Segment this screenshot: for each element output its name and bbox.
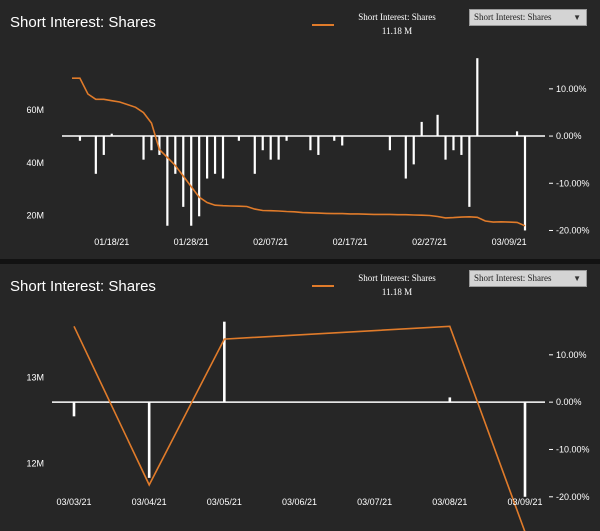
legend-series-value: 11.18 M: [381, 287, 413, 297]
change-bar: [452, 136, 455, 151]
change-bar: [237, 136, 240, 141]
y-right-tick-label: 0.00%: [556, 397, 582, 407]
change-bar: [72, 402, 76, 417]
change-bar: [285, 136, 288, 141]
y-right-tick-label: -20.00%: [556, 492, 590, 502]
series-select-dropdown[interactable]: Short Interest: Shares ▼: [469, 9, 587, 26]
change-bar: [515, 131, 519, 137]
change-bar: [420, 121, 423, 137]
change-bar: [277, 136, 280, 160]
y-left-tick-label: 60M: [26, 105, 44, 115]
change-bar: [412, 136, 415, 165]
x-tick-label: 03/05/21: [207, 497, 242, 507]
change-bar: [94, 136, 97, 174]
short-interest-chart-top: 20M 40M 60M 10.00% 0.00% -10.00% -20.00% 01/18/…: [26, 58, 590, 247]
change-bar: [166, 136, 169, 226]
short-interest-panel-bottom: Short Interest: Shares Short Interest: S…: [0, 264, 600, 531]
y-right-tick-label: -20.00%: [556, 225, 590, 235]
y-right-tick-label: 10.00%: [556, 84, 587, 94]
change-bar: [448, 397, 452, 403]
x-tick-label: 02/17/21: [333, 237, 368, 247]
y-right-tick-label: 0.00%: [556, 131, 582, 141]
change-bar: [213, 136, 217, 174]
dropdown-selected-value: Short Interest: Shares: [474, 273, 552, 283]
change-bar: [206, 136, 209, 179]
change-bar: [317, 136, 320, 155]
short-interest-line: [73, 325, 526, 531]
change-bar: [404, 136, 407, 179]
x-tick-label: 03/08/21: [432, 497, 467, 507]
y-right-tick-label: 10.00%: [556, 350, 587, 360]
legend-series-name: Short Interest: Shares: [358, 12, 436, 22]
caret-down-icon: ▼: [573, 274, 581, 283]
change-bar: [261, 136, 264, 151]
change-bar: [190, 136, 193, 226]
change-bar: [341, 136, 344, 146]
short-interest-chart-bottom: 12M 13M 10.00% 0.00% -10.00% -20.00% 03/03/21 0…: [26, 321, 590, 531]
y-left-tick-label: 13M: [26, 373, 44, 383]
caret-down-icon: ▼: [573, 13, 581, 22]
y-right-tick-label: -10.00%: [556, 178, 590, 188]
dropdown-selected-value: Short Interest: Shares: [474, 12, 552, 22]
change-bar: [198, 136, 201, 217]
change-bar: [523, 402, 527, 497]
legend-line-swatch: [312, 285, 334, 287]
short-interest-line: [72, 77, 526, 227]
change-bar: [158, 136, 161, 155]
change-bar: [523, 136, 527, 231]
x-tick-label: 03/09/21: [492, 237, 527, 247]
change-bar: [388, 136, 391, 151]
change-bar: [174, 136, 177, 174]
change-bar: [436, 114, 439, 137]
x-tick-label: 03/07/21: [357, 497, 392, 507]
change-bar: [221, 136, 225, 179]
y-left-tick-label: 20M: [26, 211, 44, 221]
change-bar: [444, 136, 447, 160]
change-bar: [142, 136, 145, 160]
change-bar: [78, 136, 82, 141]
change-bar: [309, 136, 312, 151]
short-interest-panel-top: Short Interest: Shares Short Interest: S…: [0, 0, 600, 259]
x-tick-label: 03/09/21: [507, 497, 542, 507]
x-tick-label: 03/04/21: [132, 497, 167, 507]
x-tick-label: 03/03/21: [56, 497, 91, 507]
panel-title: Short Interest: Shares: [10, 278, 156, 295]
change-bar: [476, 58, 479, 137]
change-bar: [269, 136, 272, 160]
change-bar: [182, 136, 185, 207]
x-tick-label: 02/27/21: [412, 237, 447, 247]
change-bar: [468, 136, 471, 207]
change-bar: [110, 133, 113, 137]
x-tick-label: 03/06/21: [282, 497, 317, 507]
panel-title: Short Interest: Shares: [10, 14, 156, 31]
legend-line-swatch: [312, 24, 334, 26]
change-bar: [147, 402, 151, 478]
x-tick-label: 01/18/21: [94, 237, 129, 247]
y-left-tick-label: 12M: [26, 458, 44, 468]
change-bar: [102, 136, 105, 155]
x-tick-label: 02/07/21: [253, 237, 288, 247]
change-bar: [223, 321, 226, 403]
legend-series-value: 11.18 M: [381, 26, 413, 36]
change-bar: [150, 136, 153, 151]
change-bar: [460, 136, 463, 155]
y-left-tick-label: 40M: [26, 158, 44, 168]
legend-series-name: Short Interest: Shares: [358, 273, 436, 283]
change-bar: [333, 136, 336, 141]
y-right-tick-label: -10.00%: [556, 444, 590, 454]
series-select-dropdown[interactable]: Short Interest: Shares ▼: [469, 270, 587, 287]
x-tick-label: 01/28/21: [174, 237, 209, 247]
change-bar: [253, 136, 256, 174]
